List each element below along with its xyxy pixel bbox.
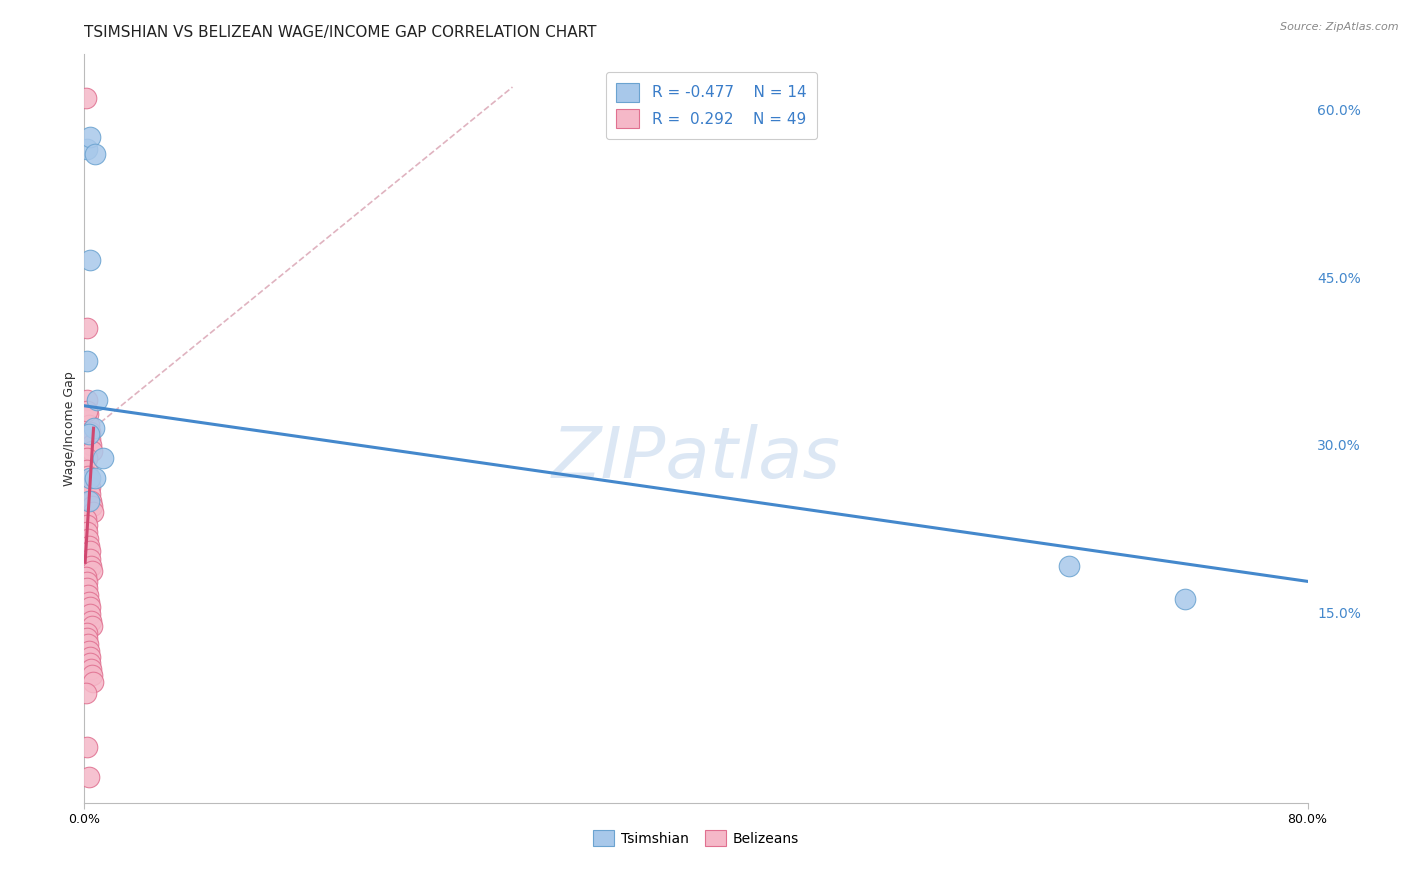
Point xyxy=(80,668,103,682)
Point xyxy=(76,581,98,595)
Point xyxy=(75,570,97,584)
Point xyxy=(77,474,100,488)
Point xyxy=(77,469,100,483)
Point xyxy=(77,770,100,784)
Point xyxy=(76,404,98,418)
Point xyxy=(79,607,101,621)
Point xyxy=(79,656,101,670)
Point xyxy=(80,443,103,458)
Point xyxy=(76,320,98,334)
Point xyxy=(80,493,103,508)
Point xyxy=(79,600,101,615)
Point xyxy=(79,425,101,439)
Point xyxy=(1057,558,1080,573)
Point xyxy=(77,426,100,441)
Point xyxy=(77,643,100,657)
Legend: Tsimshian, Belizeans: Tsimshian, Belizeans xyxy=(588,824,804,852)
Point xyxy=(79,650,101,665)
Text: Source: ZipAtlas.com: Source: ZipAtlas.com xyxy=(1281,22,1399,32)
Point xyxy=(77,588,100,602)
Text: TSIMSHIAN VS BELIZEAN WAGE/INCOME GAP CORRELATION CHART: TSIMSHIAN VS BELIZEAN WAGE/INCOME GAP CO… xyxy=(84,25,598,40)
Point xyxy=(77,532,100,546)
Point xyxy=(76,354,98,368)
Point xyxy=(79,253,101,268)
Y-axis label: Wage/Income Gap: Wage/Income Gap xyxy=(63,371,76,485)
Point xyxy=(80,500,103,514)
Point xyxy=(77,637,100,651)
Point xyxy=(76,451,98,466)
Point xyxy=(76,739,98,754)
Point xyxy=(76,462,98,476)
Point xyxy=(80,438,103,452)
Point xyxy=(77,539,100,553)
Point xyxy=(75,512,97,526)
Point xyxy=(77,407,100,421)
Point xyxy=(82,675,104,690)
Point xyxy=(80,614,103,628)
Point xyxy=(1174,592,1197,607)
Point xyxy=(80,564,103,578)
Point xyxy=(79,552,101,566)
Point xyxy=(79,487,101,501)
Point xyxy=(77,493,100,508)
Point xyxy=(79,471,101,485)
Point xyxy=(86,393,108,408)
Point xyxy=(76,632,98,646)
Point xyxy=(76,142,98,156)
Point xyxy=(80,662,103,676)
Point xyxy=(91,451,114,466)
Point xyxy=(76,525,98,540)
Point xyxy=(76,393,98,408)
Point xyxy=(80,619,103,633)
Point xyxy=(79,433,101,447)
Point xyxy=(79,544,101,558)
Point xyxy=(77,594,100,608)
Point xyxy=(82,505,104,519)
Point xyxy=(84,147,107,161)
Point xyxy=(79,130,101,145)
Point xyxy=(76,518,98,533)
Point xyxy=(75,686,97,700)
Point xyxy=(76,575,98,590)
Point xyxy=(75,91,97,105)
Point xyxy=(76,625,98,640)
Point xyxy=(79,480,101,494)
Text: ZIPatlas: ZIPatlas xyxy=(551,424,841,492)
Point xyxy=(83,421,105,435)
Point xyxy=(84,471,107,485)
Point xyxy=(80,558,103,573)
Point xyxy=(77,417,100,432)
